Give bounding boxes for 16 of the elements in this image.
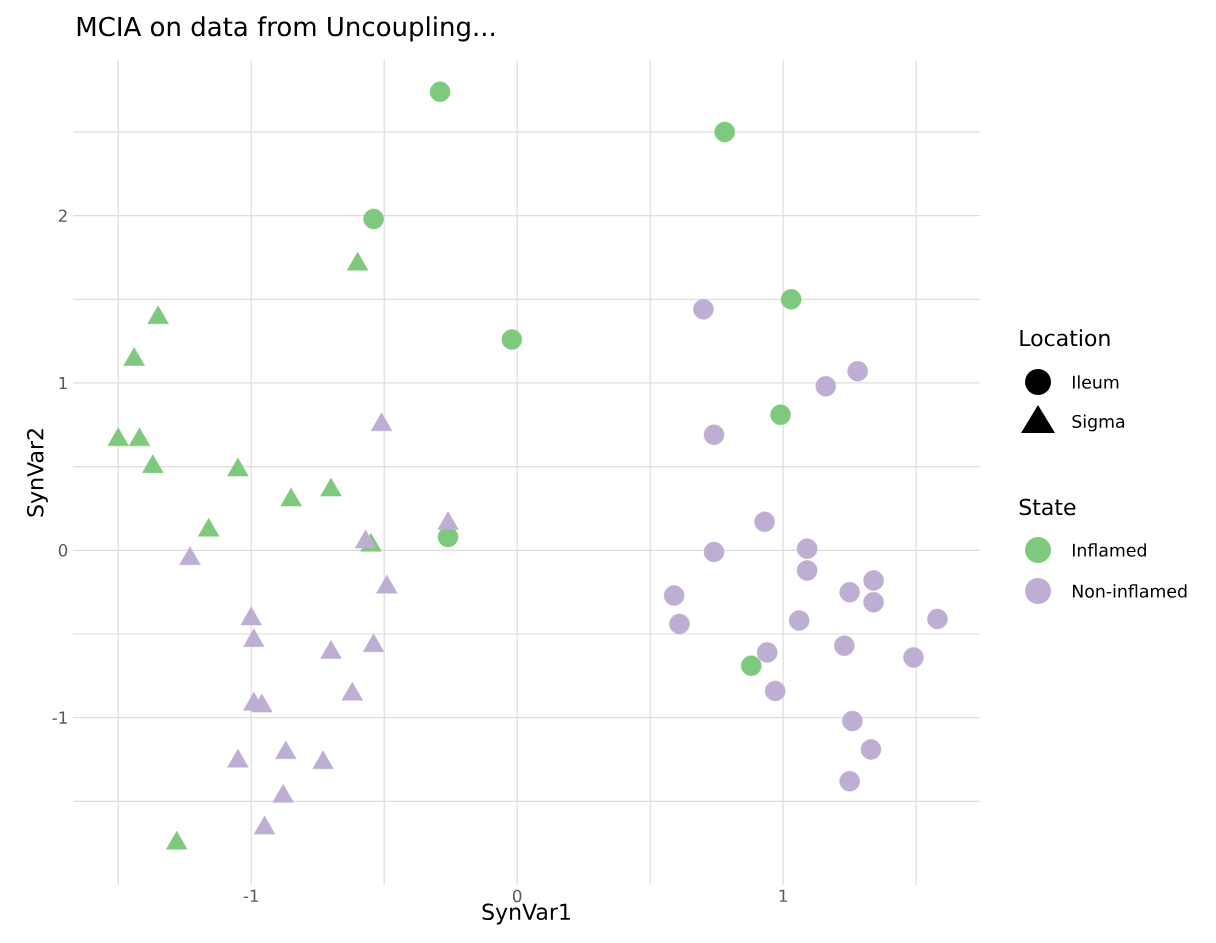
text: Sigma	[1072, 414, 1125, 432]
y-tick-label: 1	[59, 376, 67, 390]
legend-label: Non-inflamed	[1072, 584, 1187, 598]
chart-title: MCIA on data from Uncoupling...	[77, 16, 494, 42]
x-tick-label: 0	[513, 889, 522, 903]
x-axis-title: SynVar1	[482, 903, 570, 925]
legend-label: Inflamed	[1072, 543, 1146, 557]
x-tick-label: -1	[243, 889, 258, 902]
text: Ileum	[1072, 375, 1119, 389]
y-tick-label: 2	[58, 209, 67, 222]
legend-title: State	[1019, 498, 1076, 516]
x-tick-label: 1	[779, 889, 787, 902]
y-tick-label: -1	[52, 711, 67, 724]
text: Location	[1020, 329, 1110, 347]
y-axis-title: SynVar2	[26, 429, 48, 517]
y-tick-label: 0	[58, 544, 68, 557]
